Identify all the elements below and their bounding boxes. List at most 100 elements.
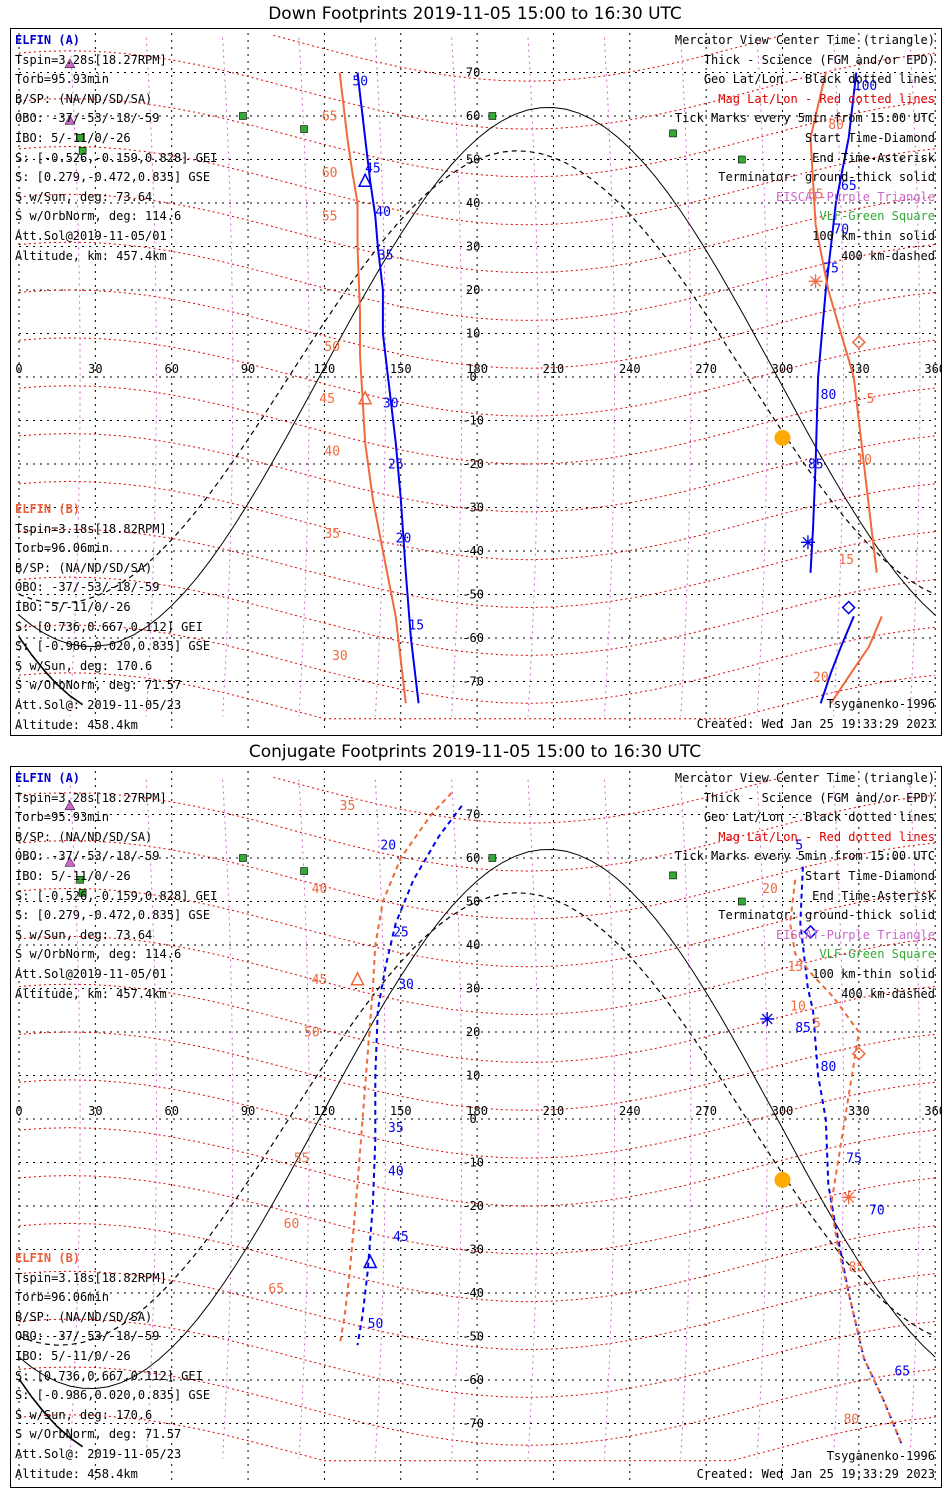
- track-a-time-label: 15: [408, 618, 424, 633]
- info-line: S: [0.736,0.667,0.112] GEI: [15, 1368, 203, 1383]
- mag-meridian: [680, 779, 692, 1459]
- start-time-diamond: [841, 600, 856, 615]
- mag-parallel: [18, 792, 936, 872]
- x-tick-label: 270: [695, 362, 717, 376]
- x-tick-label: 120: [314, 1104, 336, 1118]
- center-time-triangle: [350, 971, 365, 986]
- info-line: IBO: 5/-11/0/-26: [15, 1348, 131, 1363]
- mag-parallel: [18, 98, 936, 178]
- info-line: Altitude, km: 457.4km: [15, 248, 167, 263]
- vlf-green-square: [669, 129, 677, 138]
- mag-parallel: [18, 576, 936, 656]
- vlf-green-square: [239, 112, 247, 120]
- mag-parallel: [273, 34, 783, 82]
- legend-line: 400 km-dashed: [841, 986, 935, 1001]
- info-line: Att.Sol@2019-11-05/01: [15, 228, 167, 243]
- track-a-time-label: 65: [894, 1365, 910, 1380]
- info-line: Altitude, km: 457.4km: [15, 986, 167, 1001]
- mag-parallel: [18, 1127, 936, 1207]
- vlf-green-square: [737, 897, 746, 906]
- legend-line: EISCAT-Purple Triangle: [776, 189, 935, 204]
- y-tick-label: 70: [466, 66, 480, 80]
- y-tick-label: 30: [466, 240, 480, 254]
- track-a-time-label: 50: [368, 1317, 384, 1332]
- legend-line: Mag Lat/Lon - Red dotted lines: [718, 829, 935, 844]
- end-time-asterisk: [841, 1190, 856, 1205]
- y-tick-label: -10: [462, 414, 484, 428]
- track-b-time-label: 55: [322, 209, 338, 224]
- mag-meridian: [298, 37, 310, 717]
- x-tick-label: 300: [772, 1104, 794, 1118]
- eiscat-purple-triangle: [64, 856, 76, 867]
- mag-meridian: [680, 37, 692, 717]
- x-tick-label: 0: [15, 1104, 22, 1118]
- mag-parallel: [18, 289, 936, 369]
- info-line: S w/OrbNorm, deg: 71.57: [15, 678, 182, 693]
- info-line: S: [-0.986,0.020,0.835] GSE: [15, 639, 211, 654]
- eiscat-purple-triangle: [64, 800, 76, 811]
- info-line: OBO: -37/-53/-18/-59: [15, 111, 160, 126]
- legend-line: 400 km-dashed: [841, 248, 935, 263]
- panel1-model: Tsyganenko-1996: [826, 697, 935, 711]
- track-a-time-label: 35: [378, 249, 394, 264]
- mag-parallel: [18, 935, 936, 1016]
- track-a-time-label: 35: [388, 1121, 404, 1136]
- track-b-time-label: 5: [866, 392, 874, 407]
- track-a-time-label: 45: [393, 1230, 409, 1245]
- mag-meridian: [451, 779, 463, 1459]
- altitude-400km-curve: [18, 150, 936, 604]
- mag-parallel: [18, 337, 936, 417]
- center-time-triangle: [362, 1253, 378, 1269]
- track-b-time-label: 60: [322, 166, 338, 181]
- x-tick-label: 240: [619, 1104, 641, 1118]
- panel2-created: Created: Wed Jan 25 19:33:29 2023: [696, 1467, 935, 1481]
- x-tick-label: 60: [164, 1104, 178, 1118]
- mag-meridian: [756, 37, 768, 717]
- track-a-time-label: 100: [854, 79, 877, 94]
- legend-line: End Time-Asterisk: [812, 888, 935, 903]
- footprint-track-b: [830, 615, 883, 704]
- track-b-time-label: 15: [838, 553, 854, 568]
- x-tick-label: 360: [924, 1104, 941, 1118]
- info-line: Tspin=3.18s[18.82RPM]: [15, 1270, 167, 1285]
- mag-parallel: [18, 1079, 936, 1159]
- mag-parallel: [18, 528, 936, 609]
- mag-meridian: [69, 779, 81, 1459]
- info-line: S w/Sun, deg: 73.64: [15, 927, 153, 942]
- panel1-legend: Mercator View Center Time (triangle) Thi…: [675, 31, 935, 266]
- info-line: S w/OrbNorm, deg: 114.6: [15, 947, 182, 962]
- track-a-time-label: 50: [352, 75, 368, 90]
- mag-parallel: [18, 1366, 936, 1446]
- track-b-time-label: 35: [340, 799, 356, 814]
- mag-meridian: [374, 37, 386, 717]
- panel2-frame: 0306090120150180210240270300330360706050…: [10, 766, 942, 1488]
- y-tick-label: 40: [466, 196, 480, 210]
- x-tick-label: 90: [241, 1104, 255, 1118]
- track-b-time-label: 20: [813, 671, 829, 686]
- track-a-time-label: 20: [396, 531, 412, 546]
- y-tick-label: 20: [466, 1025, 480, 1039]
- x-tick-label: 150: [390, 362, 412, 376]
- start-time-diamond: [851, 1046, 866, 1061]
- track-b-time-label: 65: [268, 1282, 284, 1297]
- track-b-time-label: 40: [312, 882, 328, 897]
- legend-line: End Time-Asterisk: [812, 150, 935, 165]
- info-line: Att.Sol@2019-11-05/01: [15, 966, 167, 981]
- mag-meridian: [603, 37, 616, 717]
- track-a-time-label: 40: [388, 1165, 404, 1180]
- mag-meridian: [756, 779, 768, 1459]
- vlf-green-square: [737, 155, 746, 164]
- mag-meridian: [222, 37, 234, 717]
- x-tick-label: 210: [543, 362, 565, 376]
- y-tick-label: 30: [466, 982, 480, 996]
- panel1-info-b: ELFIN (B) Tspin=3.18s[18.82RPM] Torb=96.…: [15, 500, 210, 735]
- track-a-time-label: 75: [846, 1152, 862, 1167]
- x-tick-label: 30: [88, 362, 102, 376]
- mag-parallel: [18, 624, 936, 704]
- track-b-time-label: 85: [808, 188, 824, 203]
- mag-meridian: [603, 779, 616, 1459]
- track-a-time-label: 80: [821, 1060, 837, 1075]
- sun-icon: [774, 429, 791, 446]
- mag-meridian: [298, 779, 310, 1459]
- legend-line: Mag Lat/Lon - Red dotted lines: [718, 91, 935, 106]
